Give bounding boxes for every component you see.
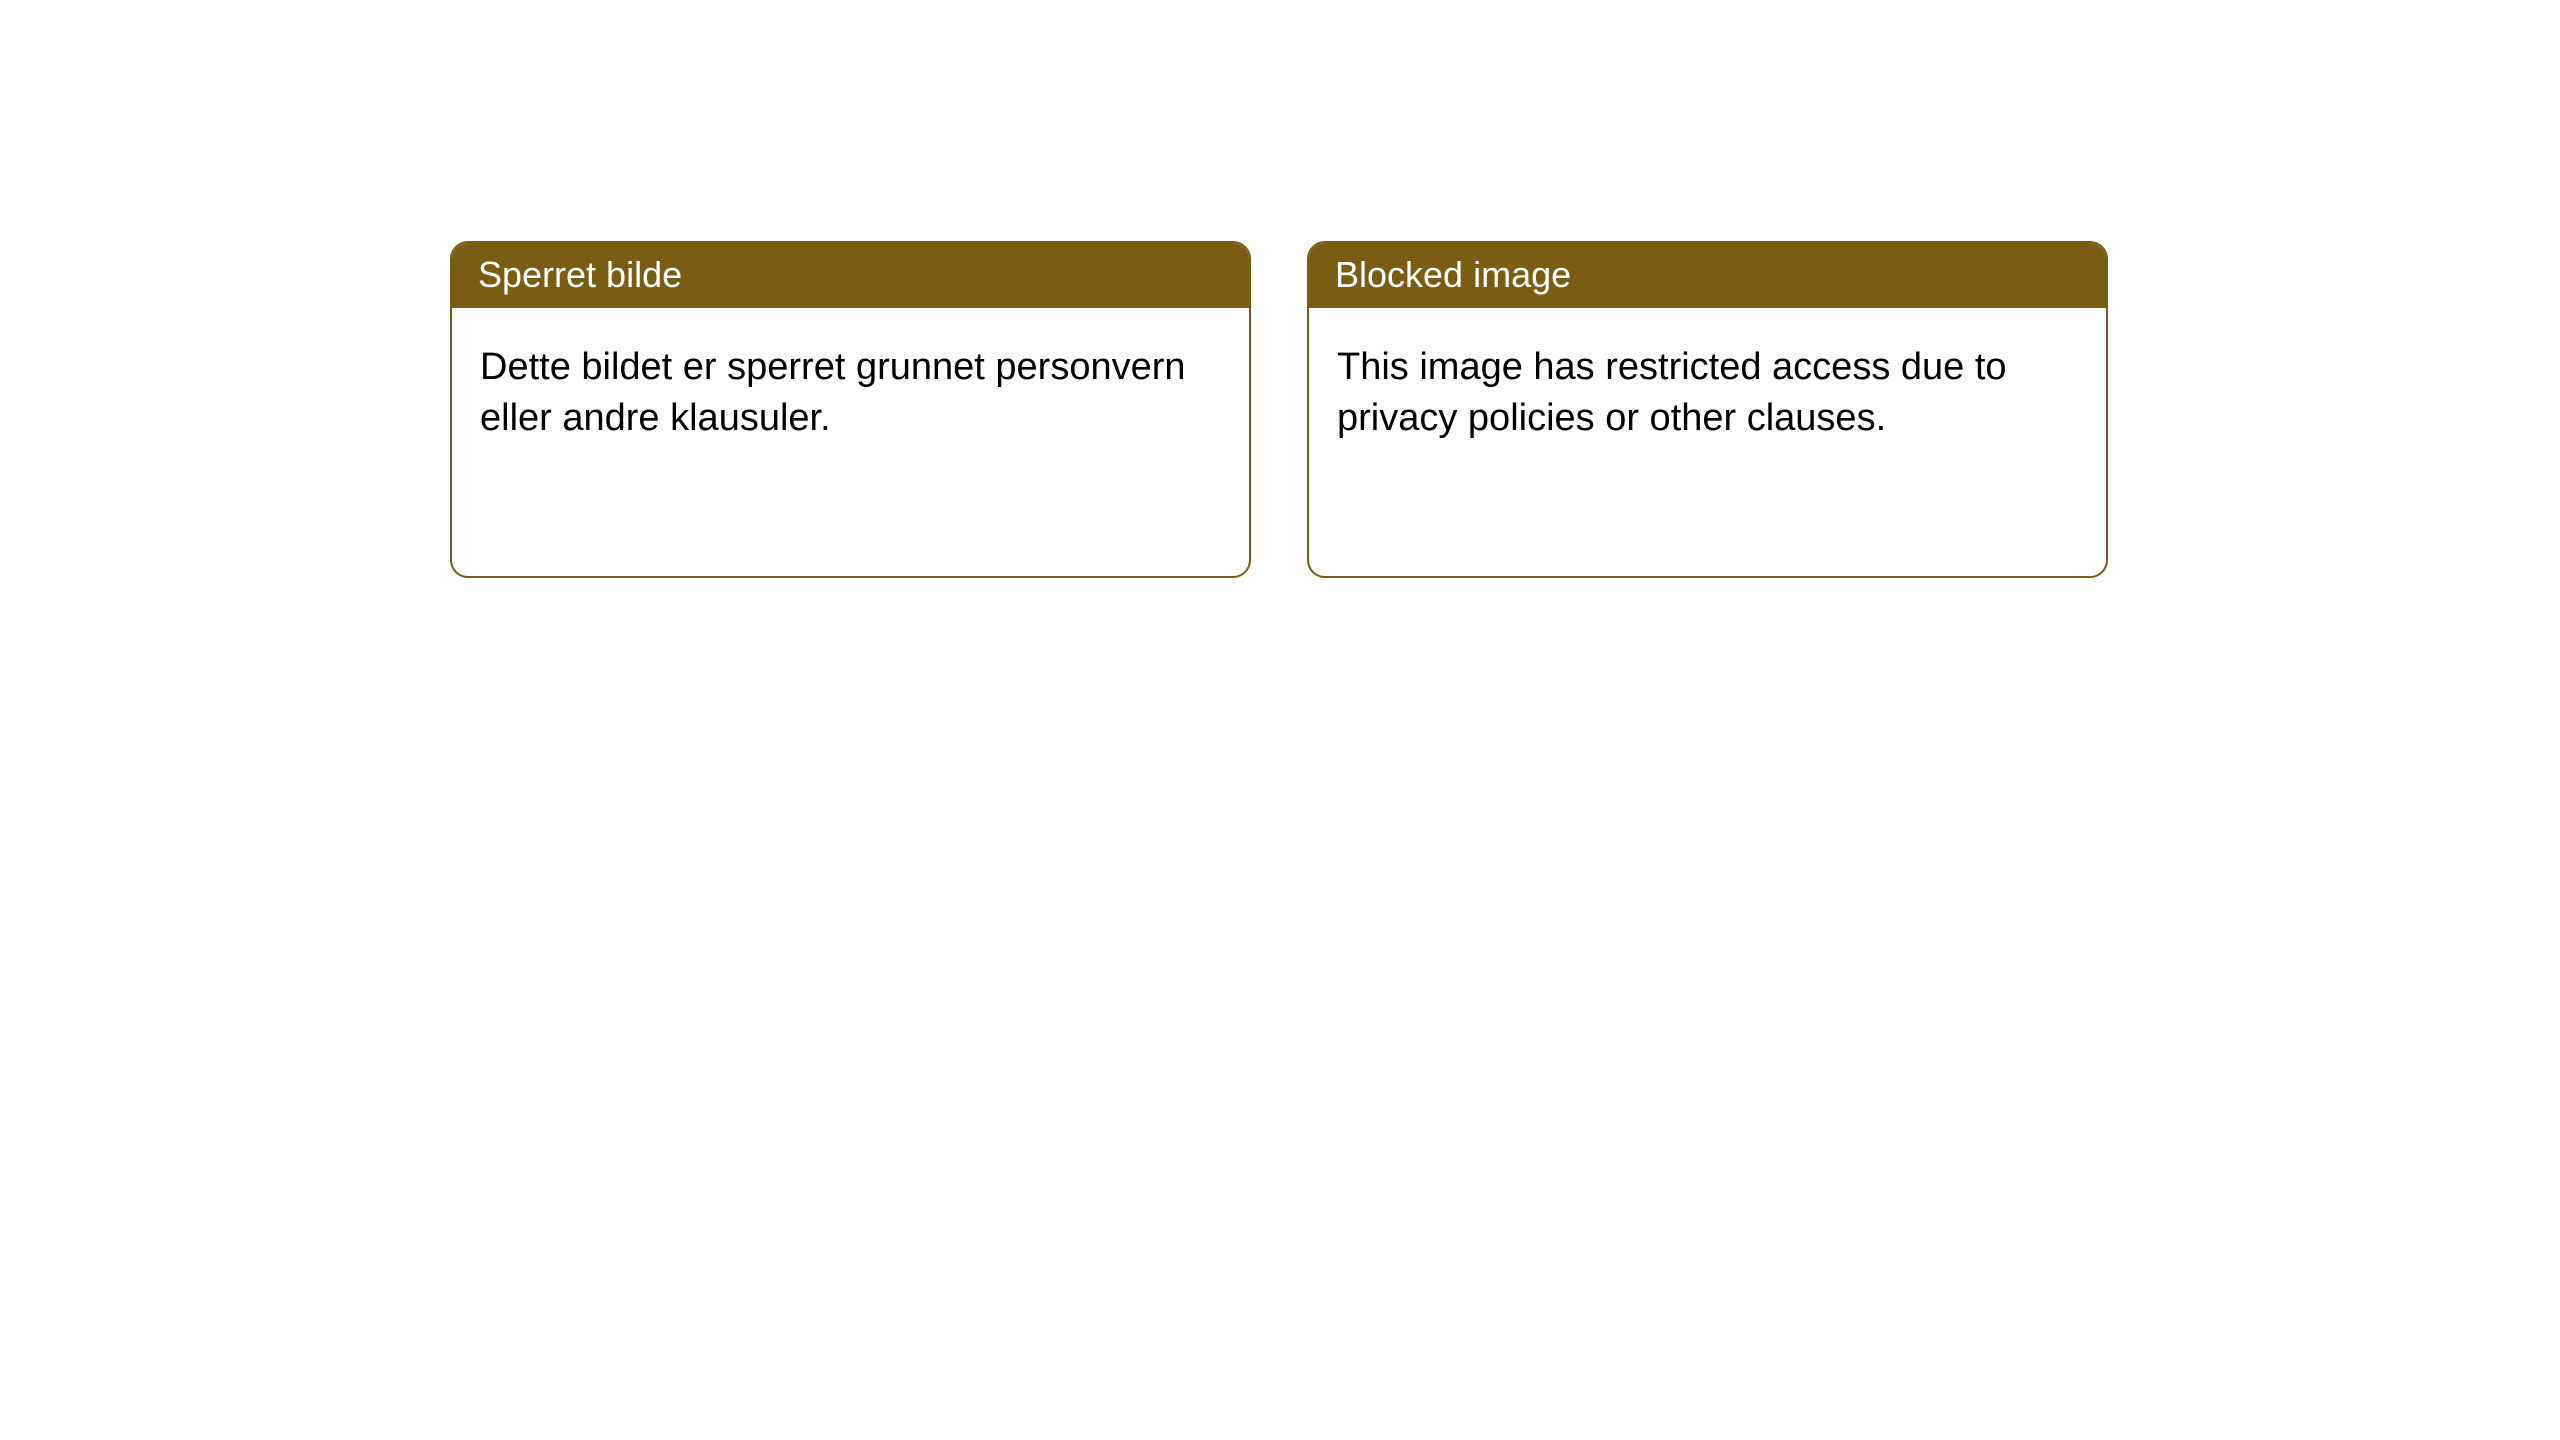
notice-body-no: Dette bildet er sperret grunnet personve… [452,308,1249,576]
notice-title-no: Sperret bilde [452,243,1249,308]
notice-card-no: Sperret bilde Dette bildet er sperret gr… [450,241,1251,578]
notice-container: Sperret bilde Dette bildet er sperret gr… [450,241,2108,578]
notice-body-en: This image has restricted access due to … [1309,308,2106,576]
notice-title-en: Blocked image [1309,243,2106,308]
notice-card-en: Blocked image This image has restricted … [1307,241,2108,578]
